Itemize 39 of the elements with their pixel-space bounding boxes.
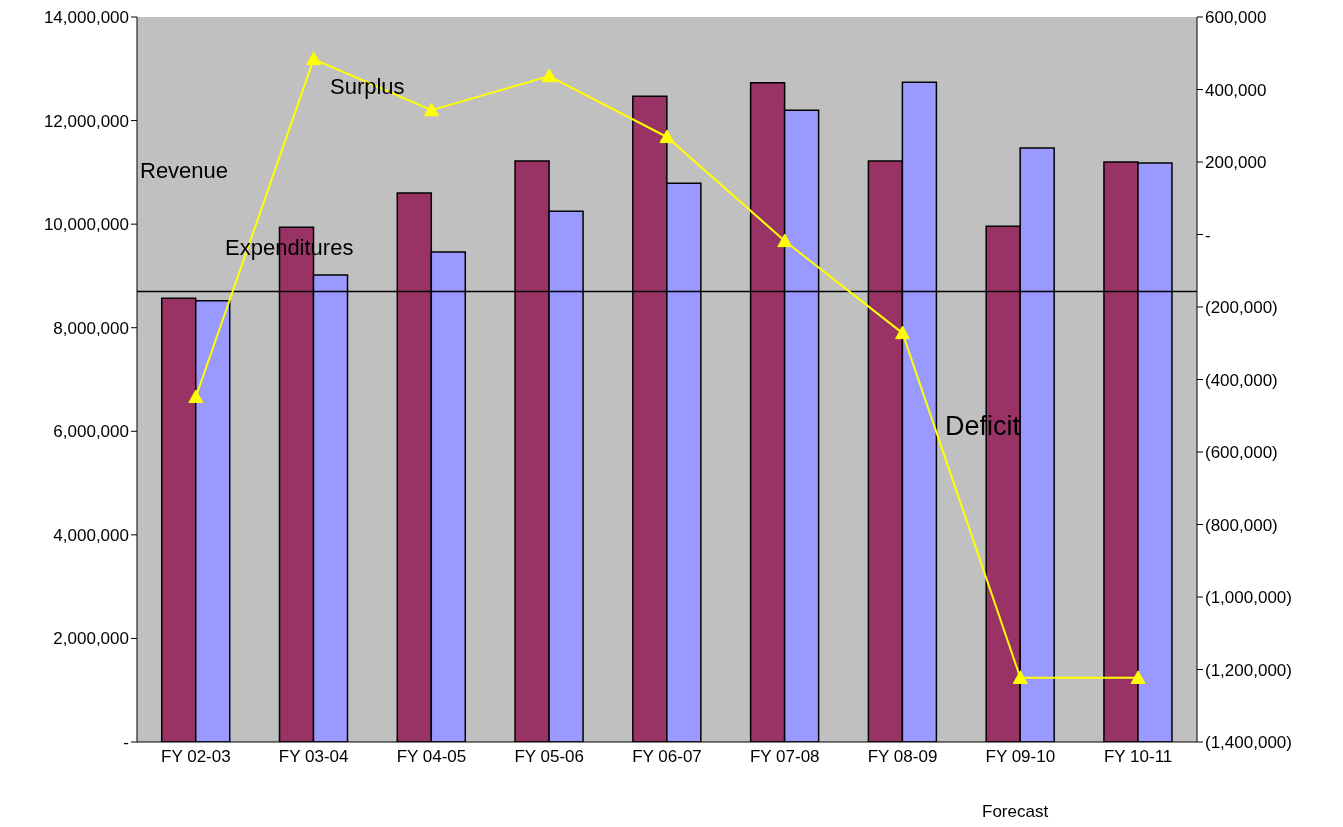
y2-tick-label: (200,000) [1205,298,1278,318]
x-tick-label: FY 05-06 [514,747,585,767]
point [895,325,911,340]
x-tick-label: FY 07-08 [749,747,820,767]
x-tick-label: FY 04-05 [396,747,467,767]
y2-tick-label: (1,200,000) [1205,660,1292,680]
y2-tick-label: (400,000) [1205,370,1278,390]
x-tick-label: FY 03-04 [278,747,349,767]
point [423,102,439,117]
y-tick-label: 6,000,000 [53,422,129,442]
y2-tick-label: (800,000) [1205,515,1278,535]
x-tick-label: FY 10-11 [1103,747,1173,767]
y-tick-label: - [123,733,129,753]
y-tick-label: 14,000,000 [43,8,129,28]
y2-tick-label: (1,000,000) [1205,588,1292,608]
y-tick-label: 2,000,000 [53,629,129,649]
point [541,68,557,83]
y-tick-label: 12,000,000 [43,111,129,131]
text: Forecast [982,802,1049,822]
point [1130,670,1146,684]
point [306,51,322,66]
x-tick-label: FY 02-03 [161,747,231,767]
y2-tick-label: (1,400,000) [1205,733,1292,753]
y2-tick-label: 200,000 [1205,153,1267,173]
annotation: Revenue [140,158,229,184]
point [188,389,204,403]
point [659,129,675,144]
y-tick-label: 10,000,000 [43,215,129,235]
y2-tick-label: - [1205,225,1211,245]
point [777,233,793,248]
x-tick-label: FY 08-09 [867,747,938,767]
x-tick-label: FY 06-07 [632,747,702,767]
y2-tick-label: 400,000 [1205,80,1267,100]
point [1012,670,1028,684]
y2-tick-label: (600,000) [1205,443,1278,463]
x-tick-label: FY 09-10 [985,747,1056,767]
y-tick-label: 8,000,000 [53,318,129,338]
y-tick-label: 4,000,000 [53,525,129,545]
y2-tick-label: 600,000 [1205,8,1267,28]
